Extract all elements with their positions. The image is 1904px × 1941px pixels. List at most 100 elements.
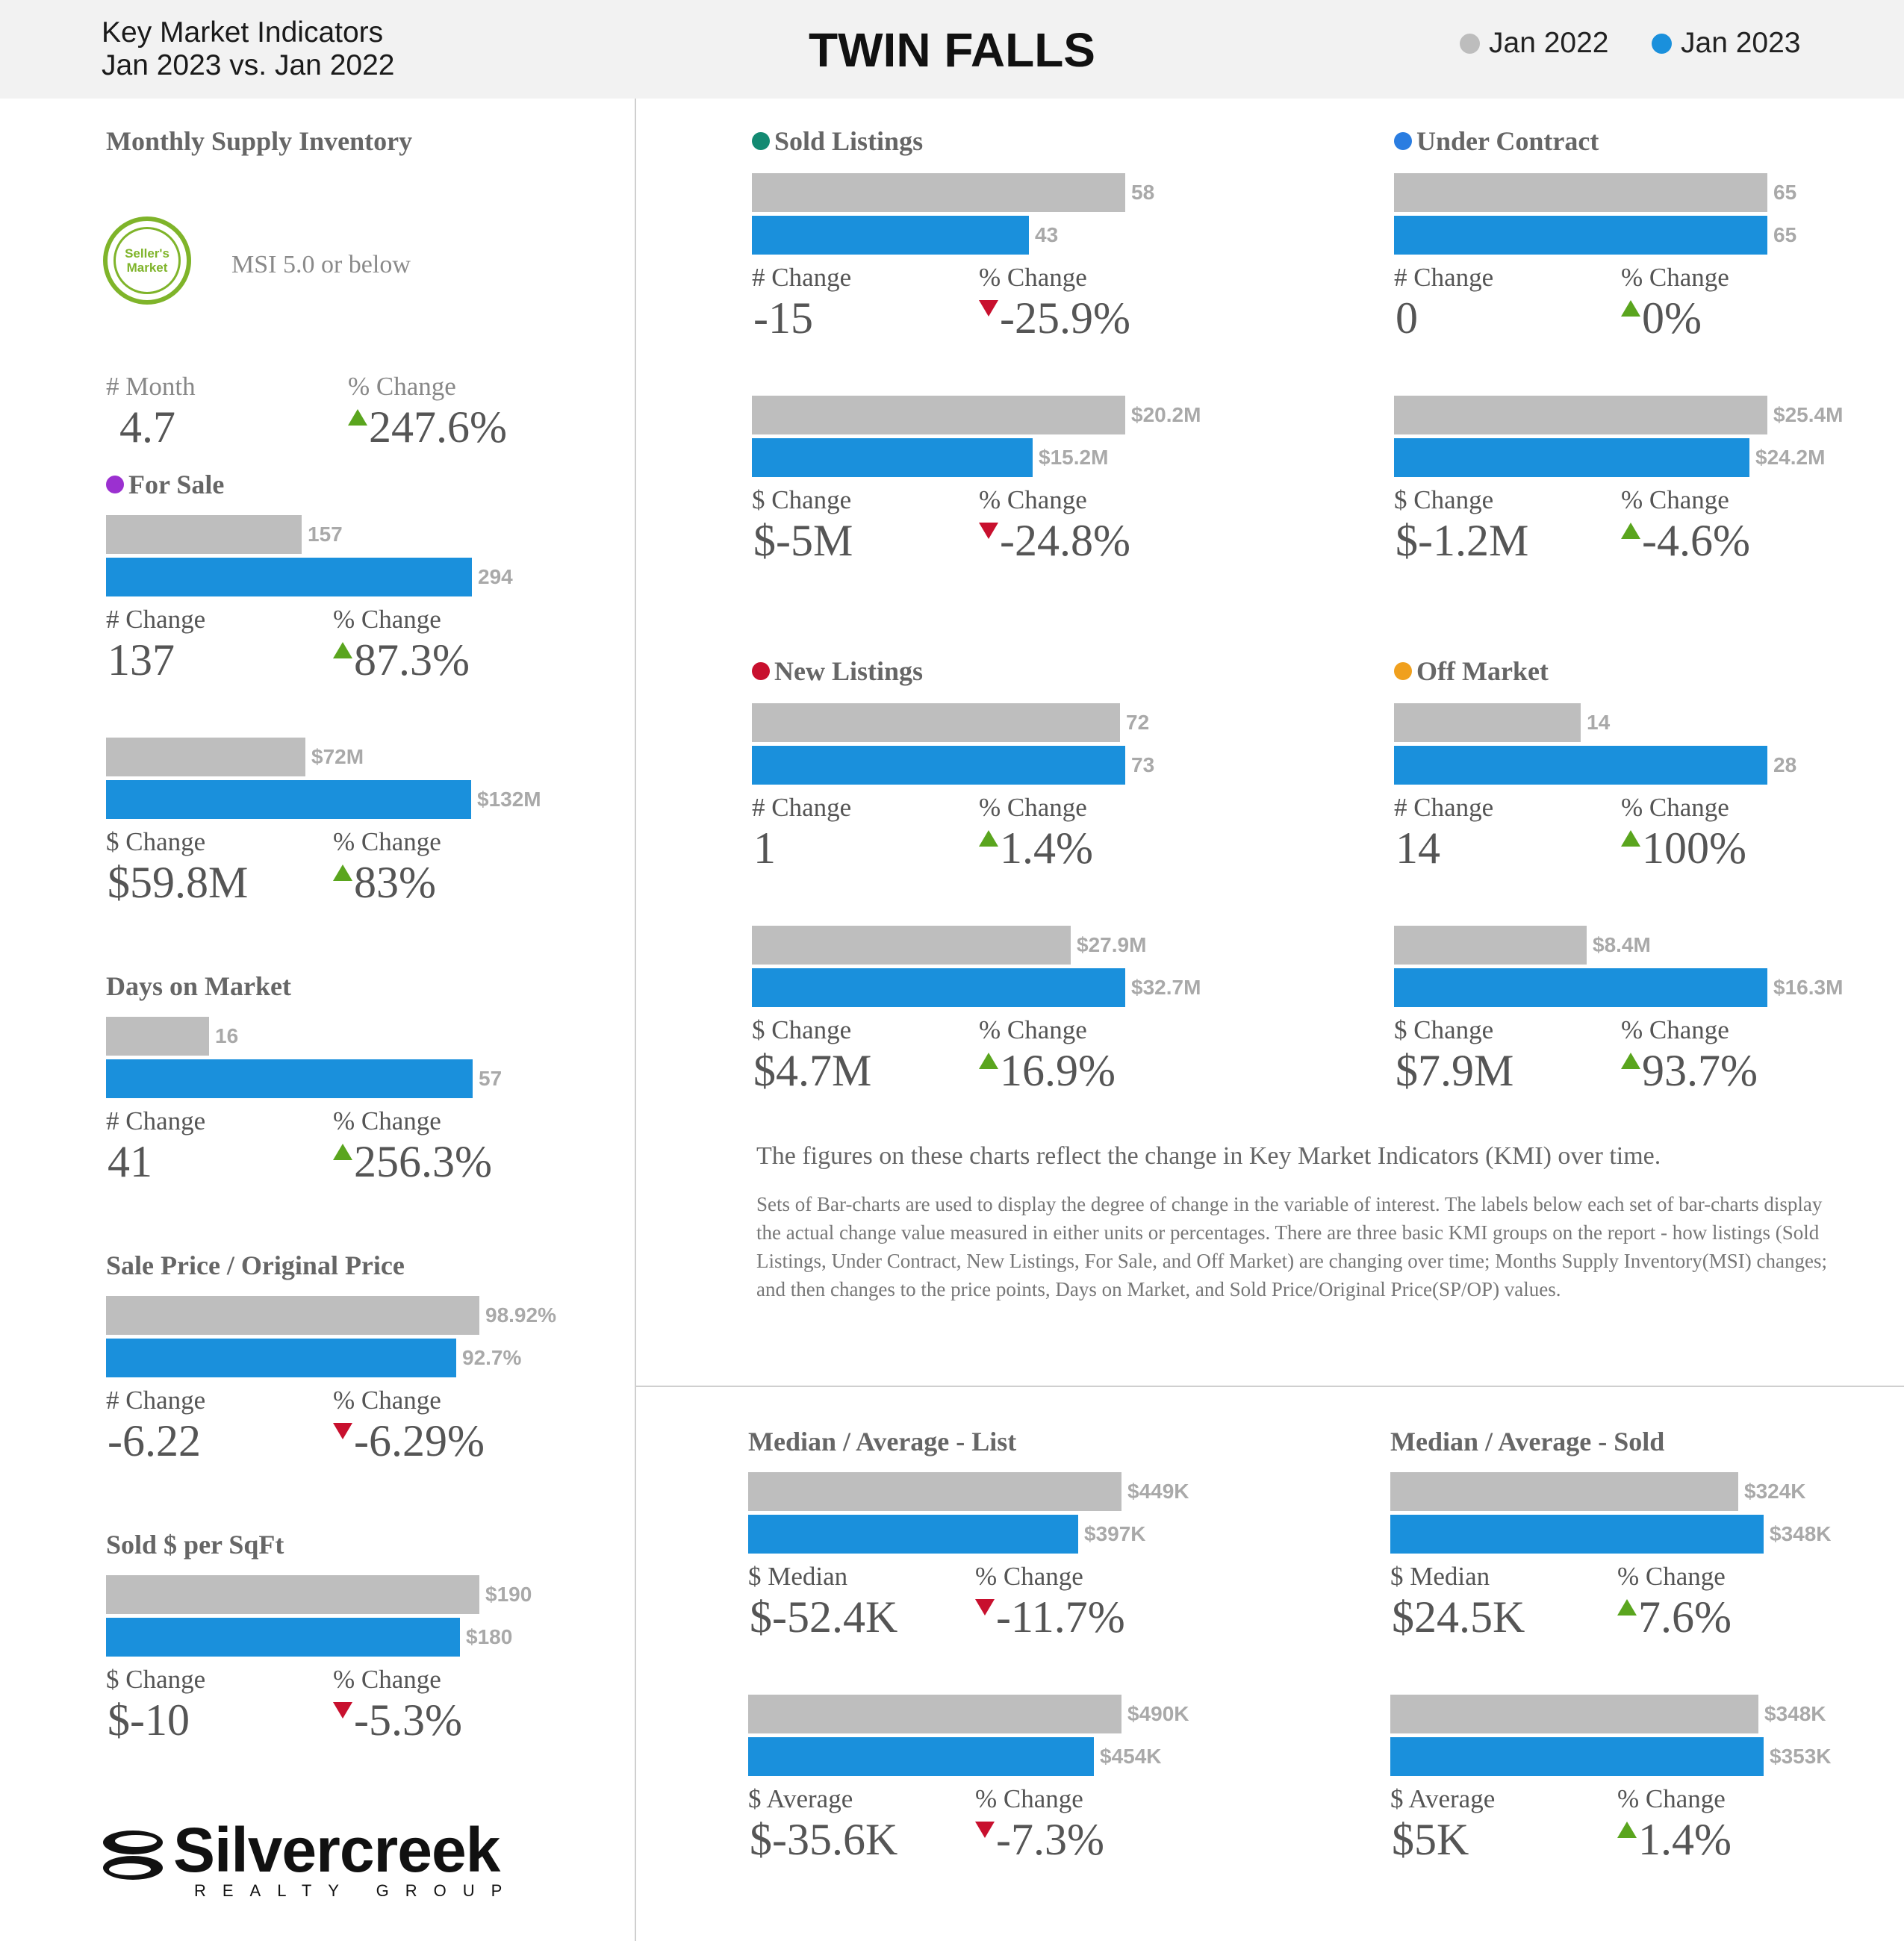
bar-jan-2022 (1394, 173, 1767, 212)
percent-change-value: 7.6% (1617, 1595, 1732, 1639)
change-label: $ Change (1394, 485, 1494, 514)
bar-value-label: 43 (1035, 223, 1059, 246)
msi-note: MSI 5.0 or below (231, 251, 411, 278)
brand-tagline: REALTY GROUP (194, 1881, 519, 1900)
bar-value-label: $353K (1770, 1745, 1832, 1768)
change-label: # Change (1394, 263, 1494, 292)
percent-change-label: % Change (979, 485, 1087, 514)
up-arrow-icon (333, 864, 352, 881)
down-arrow-icon (975, 1822, 995, 1838)
up-arrow-icon (1621, 523, 1640, 539)
percent-text: 93.7% (1642, 1046, 1758, 1095)
percent-text: 100% (1642, 823, 1746, 873)
chart-title-sale-price-original-price: Sale Price / Original Price (106, 1250, 405, 1281)
bar-value-label: 65 (1773, 181, 1797, 204)
down-arrow-icon (979, 523, 998, 539)
percent-change-value: -24.8% (979, 518, 1130, 563)
percent-change-value: 256.3% (333, 1139, 492, 1184)
bar-jan-2022 (1390, 1472, 1738, 1511)
percent-change-value: -5.3% (333, 1698, 462, 1742)
percent-text: 16.9% (1000, 1046, 1116, 1095)
bar-jan-2023 (106, 780, 471, 819)
bar-jan-2022 (106, 515, 302, 554)
change-label: $ Change (106, 827, 206, 856)
bar-value-label: 294 (478, 565, 513, 588)
legend-item-2022: Jan 2022 (1460, 27, 1608, 60)
chart-title-off-market: Off Market (1394, 655, 1549, 687)
chart-title-text: Off Market (1416, 656, 1549, 686)
subtitle-line-2: Jan 2023 vs. Jan 2022 (102, 49, 395, 81)
explanation-summary: The figures on these charts reflect the … (756, 1142, 1661, 1170)
section-divider (636, 1386, 1904, 1387)
bar-jan-2023 (748, 1737, 1094, 1776)
change-value: $-35.6K (750, 1815, 898, 1864)
percent-change-label: % Change (975, 1562, 1083, 1591)
change-label: $ Change (1394, 1015, 1494, 1044)
bar-value-label: 73 (1131, 753, 1155, 776)
change-value: 137 (108, 635, 175, 685)
change-label: # Change (752, 793, 852, 822)
percent-change-label: % Change (333, 1386, 441, 1415)
bar-value-label: 92.7% (462, 1346, 522, 1369)
up-arrow-icon (1617, 1822, 1637, 1838)
bar-value-label: $32.7M (1131, 976, 1201, 999)
percent-change-value: 100% (1621, 826, 1746, 870)
percent-change-label: % Change (979, 263, 1087, 292)
bar-jan-2022 (106, 738, 305, 776)
down-arrow-icon (975, 1599, 995, 1616)
change-value: $5K (1392, 1815, 1469, 1864)
bar-value-label: $454K (1100, 1745, 1162, 1768)
change-value: 1 (753, 823, 776, 873)
percent-change-label: % Change (979, 1015, 1087, 1044)
bar-jan-2023 (106, 1618, 460, 1657)
up-arrow-icon (333, 642, 352, 658)
percent-change-value: -11.7% (975, 1595, 1125, 1639)
percent-text: 7.6% (1638, 1592, 1732, 1642)
badge-line-1: Seller's (125, 246, 169, 261)
bar-jan-2022 (752, 173, 1125, 212)
series-dot-icon (752, 132, 770, 150)
bar-value-label: 16 (215, 1024, 239, 1047)
percent-change-label: % Change (1621, 263, 1729, 292)
percent-change-label: % Change (333, 605, 441, 634)
subtitle-line-1: Key Market Indicators (102, 16, 384, 49)
percent-text: -6.29% (354, 1416, 485, 1465)
bar-value-label: 28 (1773, 753, 1797, 776)
bar-jan-2023 (1390, 1515, 1764, 1554)
percent-change-value: 1.4% (1617, 1817, 1732, 1862)
badge-line-2: Market (126, 261, 168, 275)
bar-jan-2023 (1394, 746, 1767, 785)
bar-jan-2022 (1394, 703, 1581, 742)
bar-jan-2023 (752, 438, 1033, 477)
up-arrow-icon (348, 409, 367, 426)
percent-change-label: % Change (333, 1106, 441, 1135)
percent-change-value: -4.6% (1621, 518, 1750, 563)
msi-label-month: # Month (106, 372, 196, 401)
chart-title-text: Sold Listings (774, 126, 924, 156)
percent-change-label: % Change (1621, 485, 1729, 514)
percent-change-value: -25.9% (979, 296, 1130, 340)
percent-change-label: % Change (1617, 1784, 1726, 1813)
bar-value-label: 65 (1773, 223, 1797, 246)
bar-jan-2022 (1394, 396, 1767, 434)
change-value: $59.8M (108, 858, 249, 907)
chart-title-text: Sale Price / Original Price (106, 1250, 405, 1280)
msi-label-change: % Change (348, 372, 456, 401)
percent-change-value: 87.3% (333, 638, 470, 682)
percent-text: 1.4% (1000, 823, 1093, 873)
up-arrow-icon (979, 1053, 998, 1069)
change-label: $ Change (106, 1665, 206, 1694)
bar-value-label: $348K (1764, 1702, 1826, 1725)
legend-label: Jan 2022 (1489, 27, 1609, 59)
bar-value-label: $24.2M (1755, 446, 1826, 469)
percent-text: -25.9% (1000, 293, 1130, 343)
chart-title-new-listings: New Listings (752, 655, 923, 687)
percent-change-value: 0% (1621, 296, 1702, 340)
percent-text: 1.4% (1638, 1815, 1732, 1864)
bar-jan-2022 (752, 926, 1071, 965)
change-value: $-52.4K (750, 1592, 898, 1642)
chart-title-text: Days on Market (106, 971, 291, 1001)
percent-change-value: 1.4% (979, 826, 1093, 870)
chart-title-text: Median / Average - List (748, 1427, 1017, 1456)
percent-text: 0% (1642, 293, 1702, 343)
